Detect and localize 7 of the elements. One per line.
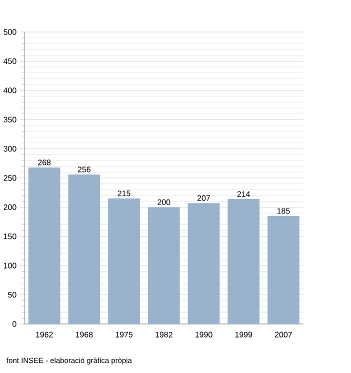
bar bbox=[267, 216, 300, 324]
bar bbox=[108, 198, 140, 324]
bar bbox=[148, 207, 180, 324]
bar bbox=[188, 203, 220, 324]
bar bbox=[28, 167, 60, 324]
bar bbox=[228, 199, 260, 324]
bar bbox=[68, 174, 100, 324]
